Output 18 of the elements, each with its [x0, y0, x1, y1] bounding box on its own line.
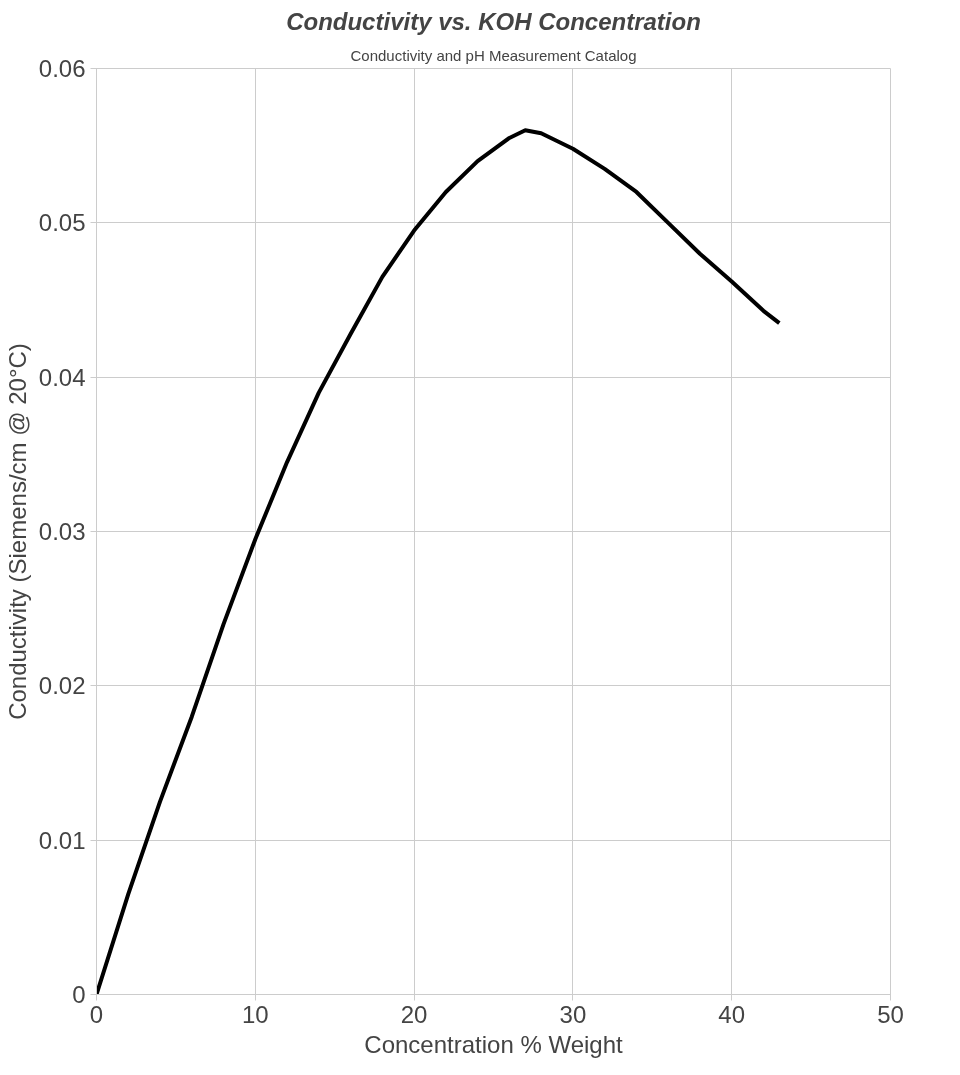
- y-tick-label: 0.01: [38, 826, 86, 854]
- y-tick-label: 0.06: [38, 55, 86, 82]
- x-tick-label: 20: [400, 1000, 428, 1028]
- line-series: [96, 128, 782, 995]
- y-tick-label: 0.03: [38, 518, 86, 545]
- chart-title: Conductivity vs. KOH Concentration: [286, 7, 701, 35]
- y-tick-label: 0.05: [38, 209, 86, 237]
- x-tick-label: 0: [89, 1000, 104, 1028]
- y-tick-label: 0: [72, 981, 86, 1008]
- y-axis-title: Conductivity (Siemens/cm @ 20°C): [3, 343, 31, 720]
- y-tick-label: 0.04: [38, 363, 86, 391]
- chart-subtitle: Conductivity and pH Measurement Catalog: [350, 46, 637, 64]
- y-tick-label: 0.02: [38, 672, 86, 700]
- x-tick-label: 40: [718, 1000, 746, 1028]
- x-tick-label: 30: [559, 1000, 587, 1028]
- x-tick-label: 50: [877, 1000, 904, 1028]
- x-tick-label: 10: [241, 1000, 269, 1028]
- x-axis-title: Concentration % Weight: [364, 1030, 624, 1058]
